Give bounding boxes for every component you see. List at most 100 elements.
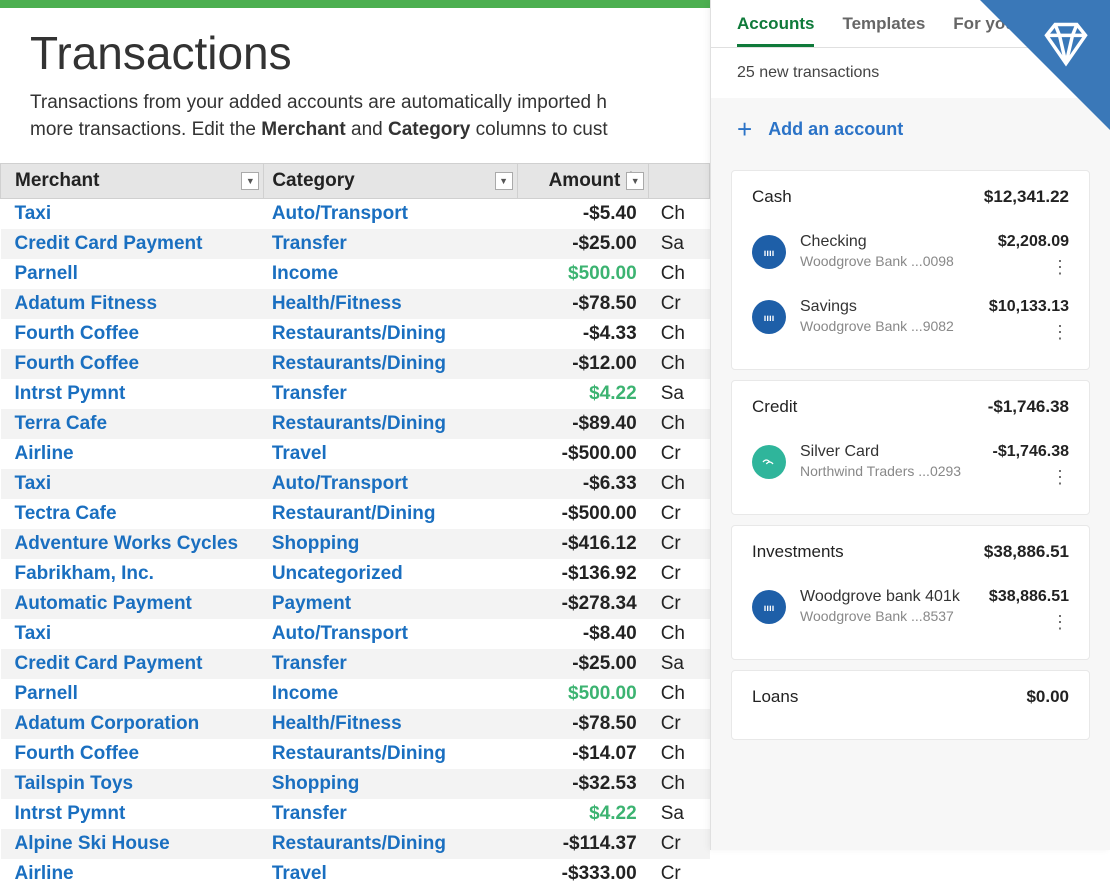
table-row[interactable]: Adatum FitnessHealth/Fitness-$78.50Cr (1, 289, 710, 319)
account-cell: Ch (649, 469, 710, 499)
account-details: Woodgrove bank 401kWoodgrove Bank ...853… (800, 588, 975, 624)
category-cell[interactable]: Shopping (264, 529, 517, 559)
header-merchant[interactable]: Merchant ▼ (1, 164, 264, 199)
merchant-cell[interactable]: Parnell (1, 259, 264, 289)
merchant-cell[interactable]: Fourth Coffee (1, 349, 264, 379)
merchant-cell[interactable]: Fabrikham, Inc. (1, 559, 264, 589)
merchant-cell[interactable]: Credit Card Payment (1, 229, 264, 259)
account-item[interactable]: CheckingWoodgrove Bank ...0098$2,208.09⋮ (752, 223, 1069, 288)
tab-templates[interactable]: Templates (842, 14, 925, 47)
table-row[interactable]: ParnellIncome$500.00Ch (1, 679, 710, 709)
merchant-cell[interactable]: Taxi (1, 469, 264, 499)
account-balance: $2,208.09 (998, 233, 1069, 251)
category-cell[interactable]: Transfer (264, 229, 517, 259)
category-cell[interactable]: Shopping (264, 769, 517, 799)
table-row[interactable]: Fourth CoffeeRestaurants/Dining-$14.07Ch (1, 739, 710, 769)
merchant-cell[interactable]: Taxi (1, 619, 264, 649)
amount-cell: -$333.00 (517, 859, 649, 889)
category-cell[interactable]: Restaurants/Dining (264, 739, 517, 769)
merchant-cell[interactable]: Tailspin Toys (1, 769, 264, 799)
category-cell[interactable]: Health/Fitness (264, 289, 517, 319)
table-row[interactable]: Tectra CafeRestaurant/Dining-$500.00Cr (1, 499, 710, 529)
category-cell[interactable]: Auto/Transport (264, 199, 517, 230)
category-cell[interactable]: Travel (264, 439, 517, 469)
table-row[interactable]: Terra CafeRestaurants/Dining-$89.40Ch (1, 409, 710, 439)
table-row[interactable]: Tailspin ToysShopping-$32.53Ch (1, 769, 710, 799)
credit-icon (752, 445, 786, 479)
table-row[interactable]: Fabrikham, Inc.Uncategorized-$136.92Cr (1, 559, 710, 589)
amount-cell: -$32.53 (517, 769, 649, 799)
more-icon[interactable]: ⋮ (992, 467, 1069, 488)
header-amount[interactable]: Amount $ ▼ (517, 164, 649, 199)
category-cell[interactable]: Travel (264, 859, 517, 889)
merchant-cell[interactable]: Tectra Cafe (1, 499, 264, 529)
table-row[interactable]: Automatic PaymentPayment-$278.34Cr (1, 589, 710, 619)
category-cell[interactable]: Transfer (264, 379, 517, 409)
amount-cell: -$25.00 (517, 649, 649, 679)
account-details: SavingsWoodgrove Bank ...9082 (800, 298, 975, 334)
category-cell[interactable]: Transfer (264, 649, 517, 679)
category-cell[interactable]: Auto/Transport (264, 619, 517, 649)
filter-merchant-icon[interactable]: ▼ (241, 172, 259, 190)
account-item[interactable]: SavingsWoodgrove Bank ...9082$10,133.13⋮ (752, 288, 1069, 353)
table-row[interactable]: Intrst PymntTransfer$4.22Sa (1, 799, 710, 829)
amount-cell: -$416.12 (517, 529, 649, 559)
category-cell[interactable]: Restaurants/Dining (264, 349, 517, 379)
merchant-cell[interactable]: Adatum Corporation (1, 709, 264, 739)
category-cell[interactable]: Income (264, 679, 517, 709)
account-item[interactable]: Silver CardNorthwind Traders ...0293-$1,… (752, 433, 1069, 498)
category-cell[interactable]: Income (264, 259, 517, 289)
category-cell[interactable]: Restaurants/Dining (264, 319, 517, 349)
more-icon[interactable]: ⋮ (998, 257, 1069, 278)
table-row[interactable]: ParnellIncome$500.00Ch (1, 259, 710, 289)
table-row[interactable]: Adatum CorporationHealth/Fitness-$78.50C… (1, 709, 710, 739)
table-row[interactable]: TaxiAuto/Transport-$6.33Ch (1, 469, 710, 499)
table-row[interactable]: TaxiAuto/Transport-$8.40Ch (1, 619, 710, 649)
header-merchant-label: Merchant (15, 170, 99, 191)
merchant-cell[interactable]: Adatum Fitness (1, 289, 264, 319)
bank-icon (752, 235, 786, 269)
merchant-cell[interactable]: Airline (1, 439, 264, 469)
merchant-cell[interactable]: Credit Card Payment (1, 649, 264, 679)
bank-icon (752, 300, 786, 334)
header-category[interactable]: Category ▼ (264, 164, 517, 199)
more-icon[interactable]: ⋮ (989, 612, 1069, 633)
merchant-cell[interactable]: Fourth Coffee (1, 739, 264, 769)
category-cell[interactable]: Health/Fitness (264, 709, 517, 739)
table-row[interactable]: Fourth CoffeeRestaurants/Dining-$12.00Ch (1, 349, 710, 379)
merchant-cell[interactable]: Intrst Pymnt (1, 799, 264, 829)
table-row[interactable]: AirlineTravel-$500.00Cr (1, 439, 710, 469)
group-name: Investments (752, 542, 844, 562)
account-cell: Cr (649, 439, 710, 469)
account-item[interactable]: Woodgrove bank 401kWoodgrove Bank ...853… (752, 578, 1069, 643)
table-row[interactable]: Credit Card PaymentTransfer-$25.00Sa (1, 649, 710, 679)
tab-accounts[interactable]: Accounts (737, 14, 814, 47)
table-row[interactable]: Intrst PymntTransfer$4.22Sa (1, 379, 710, 409)
merchant-cell[interactable]: Automatic Payment (1, 589, 264, 619)
category-cell[interactable]: Payment (264, 589, 517, 619)
table-row[interactable]: AirlineTravel-$333.00Cr (1, 859, 710, 889)
category-cell[interactable]: Transfer (264, 799, 517, 829)
filter-amount-icon[interactable]: ▼ (626, 172, 644, 190)
table-row[interactable]: TaxiAuto/Transport-$5.40Ch (1, 199, 710, 230)
filter-category-icon[interactable]: ▼ (495, 172, 513, 190)
merchant-cell[interactable]: Adventure Works Cycles (1, 529, 264, 559)
merchant-cell[interactable]: Airline (1, 859, 264, 889)
category-cell[interactable]: Auto/Transport (264, 469, 517, 499)
category-cell[interactable]: Restaurant/Dining (264, 499, 517, 529)
more-icon[interactable]: ⋮ (989, 322, 1069, 343)
category-cell[interactable]: Restaurants/Dining (264, 409, 517, 439)
table-row[interactable]: Credit Card PaymentTransfer-$25.00Sa (1, 229, 710, 259)
category-cell[interactable]: Uncategorized (264, 559, 517, 589)
merchant-cell[interactable]: Terra Cafe (1, 409, 264, 439)
table-row[interactable]: Alpine Ski HouseRestaurants/Dining-$114.… (1, 829, 710, 859)
table-row[interactable]: Fourth CoffeeRestaurants/Dining-$4.33Ch (1, 319, 710, 349)
table-row[interactable]: Adventure Works CyclesShopping-$416.12Cr (1, 529, 710, 559)
merchant-cell[interactable]: Alpine Ski House (1, 829, 264, 859)
merchant-cell[interactable]: Taxi (1, 199, 264, 230)
amount-cell: -$114.37 (517, 829, 649, 859)
merchant-cell[interactable]: Parnell (1, 679, 264, 709)
merchant-cell[interactable]: Intrst Pymnt (1, 379, 264, 409)
category-cell[interactable]: Restaurants/Dining (264, 829, 517, 859)
merchant-cell[interactable]: Fourth Coffee (1, 319, 264, 349)
